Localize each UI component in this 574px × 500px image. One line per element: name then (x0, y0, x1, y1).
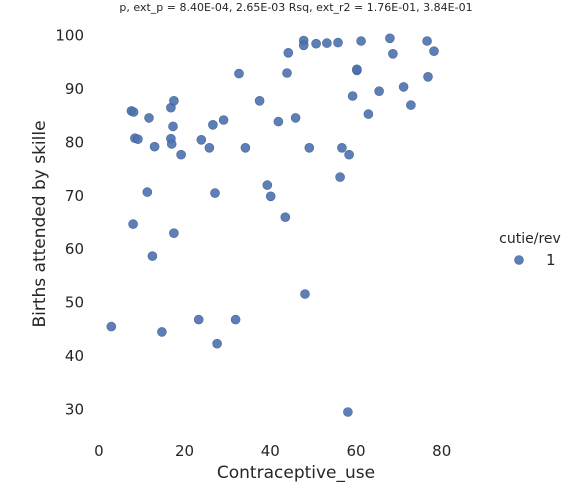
data-point (133, 134, 143, 144)
data-point (128, 107, 139, 117)
data-point (356, 36, 366, 46)
x-tick-label: 40 (261, 442, 280, 460)
data-point (422, 36, 432, 46)
x-tick-label: 0 (94, 442, 104, 460)
data-point (363, 109, 374, 119)
legend: cutie/rev 1 (499, 231, 561, 269)
data-point (210, 188, 220, 198)
data-point (262, 180, 273, 190)
data-points (106, 33, 439, 417)
data-point (168, 121, 178, 132)
data-point (230, 314, 241, 325)
data-point (193, 314, 204, 325)
y-tick-label: 80 (65, 133, 84, 151)
data-point (333, 37, 343, 48)
y-tick-label: 90 (65, 80, 84, 98)
y-tick-label: 60 (65, 240, 84, 258)
y-axis-ticks: 30 40 50 60 70 80 90 100 (55, 27, 84, 419)
y-tick-label: 30 (65, 400, 84, 418)
data-point (254, 96, 265, 106)
x-tick-label: 20 (175, 442, 194, 460)
data-point (240, 143, 251, 153)
data-point (290, 113, 301, 123)
data-point (147, 251, 158, 261)
data-point (157, 327, 167, 337)
data-point (212, 338, 222, 349)
data-point (298, 40, 309, 51)
data-point (406, 100, 416, 110)
data-point (347, 91, 358, 101)
y-tick-label: 40 (65, 347, 84, 365)
data-point (273, 116, 284, 127)
data-point (388, 48, 398, 59)
data-point (169, 228, 179, 238)
data-point (149, 141, 160, 152)
data-point (352, 64, 362, 75)
data-point (322, 38, 332, 48)
data-point (106, 321, 117, 332)
data-point (398, 82, 409, 92)
x-tick-label: 80 (432, 442, 451, 460)
data-point (265, 191, 276, 202)
legend-label: 1 (546, 251, 556, 269)
legend-title: cutie/rev (499, 231, 561, 247)
x-axis-ticks: 0 20 40 60 80 (94, 442, 451, 460)
data-point (208, 120, 218, 130)
data-point (344, 149, 354, 160)
data-point (282, 68, 292, 78)
data-point (283, 47, 294, 58)
data-point (429, 46, 439, 57)
data-point (144, 113, 154, 123)
data-point (169, 96, 179, 106)
legend-marker (514, 255, 524, 265)
data-point (300, 289, 310, 299)
data-point (128, 219, 138, 229)
y-tick-label: 50 (65, 294, 84, 312)
x-tick-label: 60 (346, 442, 365, 460)
y-tick-label: 100 (55, 27, 84, 45)
data-point (166, 139, 177, 149)
data-point (343, 407, 353, 417)
data-point (196, 135, 207, 145)
data-point (234, 68, 244, 79)
x-axis-label: Contraceptive_use (217, 463, 375, 483)
data-point (385, 33, 395, 44)
data-point (311, 38, 321, 49)
data-point (176, 149, 186, 160)
data-point (218, 115, 229, 125)
data-point (304, 143, 315, 153)
data-point (337, 143, 347, 153)
y-tick-label: 70 (65, 187, 84, 205)
data-point (204, 143, 215, 153)
chart-title: p, ext_p = 8.40E-04, 2.65E-03 Rsq, ext_r… (119, 1, 472, 14)
data-point (142, 187, 153, 197)
data-point (374, 86, 384, 96)
data-point (423, 72, 433, 82)
data-point (280, 212, 291, 222)
y-axis-label: Births attended by skille (30, 120, 50, 327)
data-point (335, 172, 345, 182)
